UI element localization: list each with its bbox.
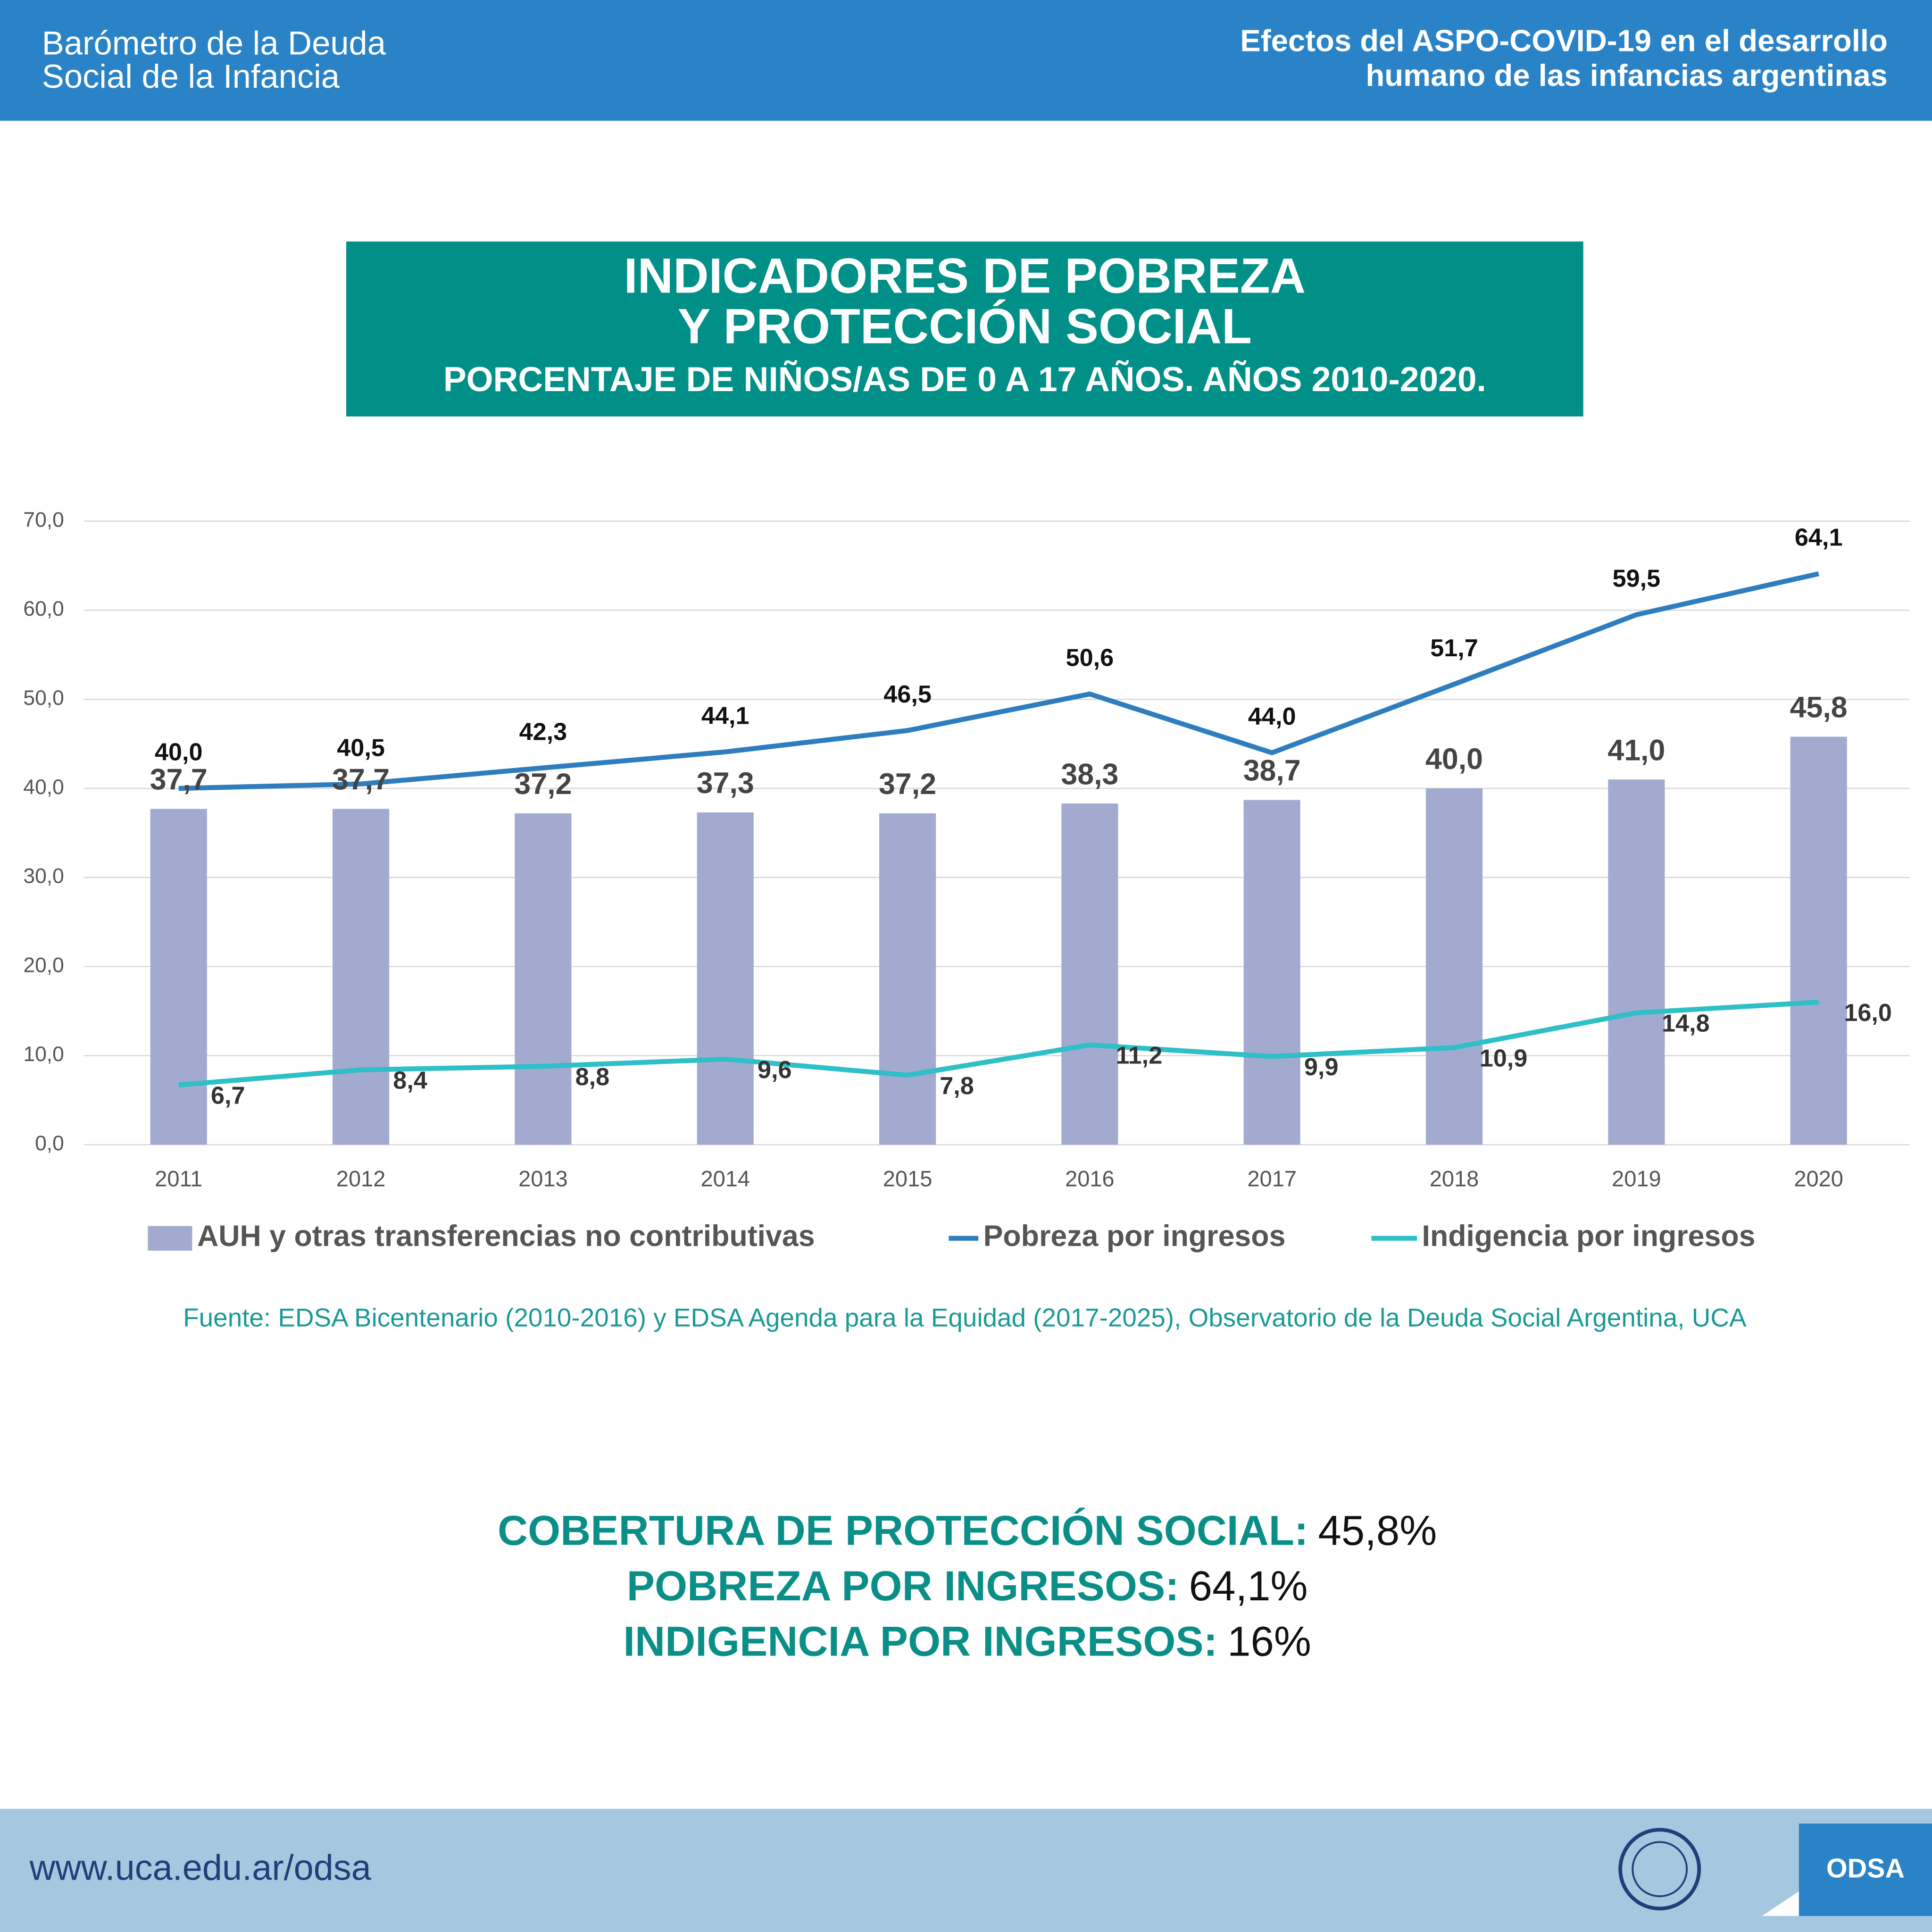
chart-title: INDICADORES DE POBREZA xyxy=(624,248,1306,303)
line xyxy=(178,571,1819,791)
data-label: 37,7 xyxy=(332,763,390,796)
university-seal xyxy=(1618,1828,1701,1911)
data-label: 40,0 xyxy=(155,739,203,766)
data-label: 44,1 xyxy=(701,702,749,729)
data-label: 6,7 xyxy=(211,1082,245,1110)
x-tick-label: 2014 xyxy=(700,1166,750,1191)
data-label: 37,2 xyxy=(879,768,936,801)
summary-value: 45,8% xyxy=(1318,1507,1437,1554)
data-label: 59,5 xyxy=(1613,565,1661,593)
y-tick-label: 20,0 xyxy=(23,953,64,977)
x-tick-label: 2012 xyxy=(336,1166,386,1191)
data-label: 40,5 xyxy=(337,734,385,761)
y-tick-label: 10,0 xyxy=(23,1043,64,1066)
data-label: 40,0 xyxy=(1425,743,1483,776)
data-label: 8,4 xyxy=(393,1067,427,1095)
logo-shape xyxy=(1762,1891,1799,1916)
y-tick-label: 0,0 xyxy=(35,1132,64,1155)
summary-label: POBREZA POR INGRESOS: xyxy=(627,1563,1179,1609)
summary-label: INDIGENCIA POR INGRESOS: xyxy=(623,1618,1217,1665)
footer-url[interactable]: www.uca.edu.ar/odsa xyxy=(29,1848,372,1888)
x-tick-label: 2013 xyxy=(518,1166,568,1191)
y-tick-label: 60,0 xyxy=(23,597,64,620)
y-tick-label: 40,0 xyxy=(23,776,64,799)
x-tick-label: 2020 xyxy=(1794,1166,1843,1191)
data-label: 64,1 xyxy=(1795,524,1843,552)
data-label: 46,5 xyxy=(883,681,932,708)
bar xyxy=(1425,788,1483,1145)
summary-value: 16% xyxy=(1227,1618,1311,1665)
header-left: Social de la Infancia xyxy=(42,58,340,95)
data-label: 38,3 xyxy=(1061,758,1118,791)
bar xyxy=(697,812,754,1145)
bar xyxy=(1790,736,1847,1145)
header-band xyxy=(0,0,1932,121)
y-tick-label: 50,0 xyxy=(23,686,64,710)
x-tick-label: 2019 xyxy=(1612,1166,1661,1191)
header-right: humano de las infancias argentinas xyxy=(1366,58,1888,92)
y-tick-label: 70,0 xyxy=(23,508,64,531)
bar xyxy=(515,813,572,1145)
data-label: 42,3 xyxy=(519,718,567,745)
x-tick-label: 2011 xyxy=(155,1166,202,1191)
y-tick-label: 30,0 xyxy=(23,865,64,888)
x-tick-label: 2015 xyxy=(883,1166,933,1191)
logo-text: ODSA xyxy=(1826,1854,1905,1884)
data-label: 38,7 xyxy=(1243,754,1301,787)
data-label: 8,8 xyxy=(575,1063,610,1091)
data-label: 37,3 xyxy=(697,767,754,800)
bar xyxy=(1243,800,1300,1145)
chart-title: Y PROTECCIÓN SOCIAL xyxy=(678,299,1252,354)
summary-line: COBERTURA DE PROTECCIÓN SOCIAL: 45,8% xyxy=(498,1507,1437,1554)
footer-band xyxy=(0,1808,1932,1932)
x-tick-label: 2017 xyxy=(1247,1166,1297,1191)
data-label: 50,6 xyxy=(1066,644,1114,672)
data-label: 37,7 xyxy=(150,763,208,796)
legend-label: AUH y otras transferencias no contributi… xyxy=(197,1220,815,1253)
data-label: 9,9 xyxy=(1304,1054,1339,1081)
data-label: 41,0 xyxy=(1607,734,1665,767)
header-left: Barómetro de la Deuda xyxy=(42,24,386,61)
bar xyxy=(1061,803,1118,1145)
line xyxy=(178,999,1819,1087)
data-label: 16,0 xyxy=(1844,999,1892,1027)
x-tick-label: 2016 xyxy=(1065,1166,1115,1191)
summary-line: INDIGENCIA POR INGRESOS: 16% xyxy=(623,1618,1311,1665)
summary-label: COBERTURA DE PROTECCIÓN SOCIAL: xyxy=(498,1507,1308,1554)
bar xyxy=(1608,779,1665,1145)
source-note: Fuente: EDSA Bicentenario (2010-2016) y … xyxy=(183,1303,1747,1332)
data-label: 11,2 xyxy=(1116,1042,1162,1070)
bar xyxy=(150,809,207,1145)
legend-label: Indigencia por ingresos xyxy=(1422,1220,1756,1253)
data-label: 14,8 xyxy=(1662,1010,1710,1037)
title-box xyxy=(346,241,1583,417)
data-label: 51,7 xyxy=(1430,635,1478,662)
header-right: Efectos del ASPO-COVID-19 en el desarrol… xyxy=(1240,24,1888,58)
legend-swatch xyxy=(148,1226,192,1251)
logo-box xyxy=(1799,1823,1932,1916)
summary-line: POBREZA POR INGRESOS: 64,1% xyxy=(627,1563,1308,1609)
data-label: 7,8 xyxy=(940,1072,974,1100)
bar xyxy=(879,813,936,1145)
data-label: 45,8 xyxy=(1790,691,1848,724)
bar xyxy=(333,809,390,1145)
data-label: 44,0 xyxy=(1248,703,1296,730)
data-label: 37,2 xyxy=(514,768,572,801)
data-label: 9,6 xyxy=(758,1056,792,1084)
summary-value: 64,1% xyxy=(1189,1563,1308,1609)
legend-label: Pobreza por ingresos xyxy=(983,1220,1286,1253)
x-tick-label: 2018 xyxy=(1430,1166,1479,1191)
chart-subtitle: PORCENTAJE DE NIÑOS/AS DE 0 A 17 AÑOS. A… xyxy=(443,360,1486,399)
data-label: 10,9 xyxy=(1480,1045,1528,1072)
university-seal xyxy=(1632,1841,1688,1898)
